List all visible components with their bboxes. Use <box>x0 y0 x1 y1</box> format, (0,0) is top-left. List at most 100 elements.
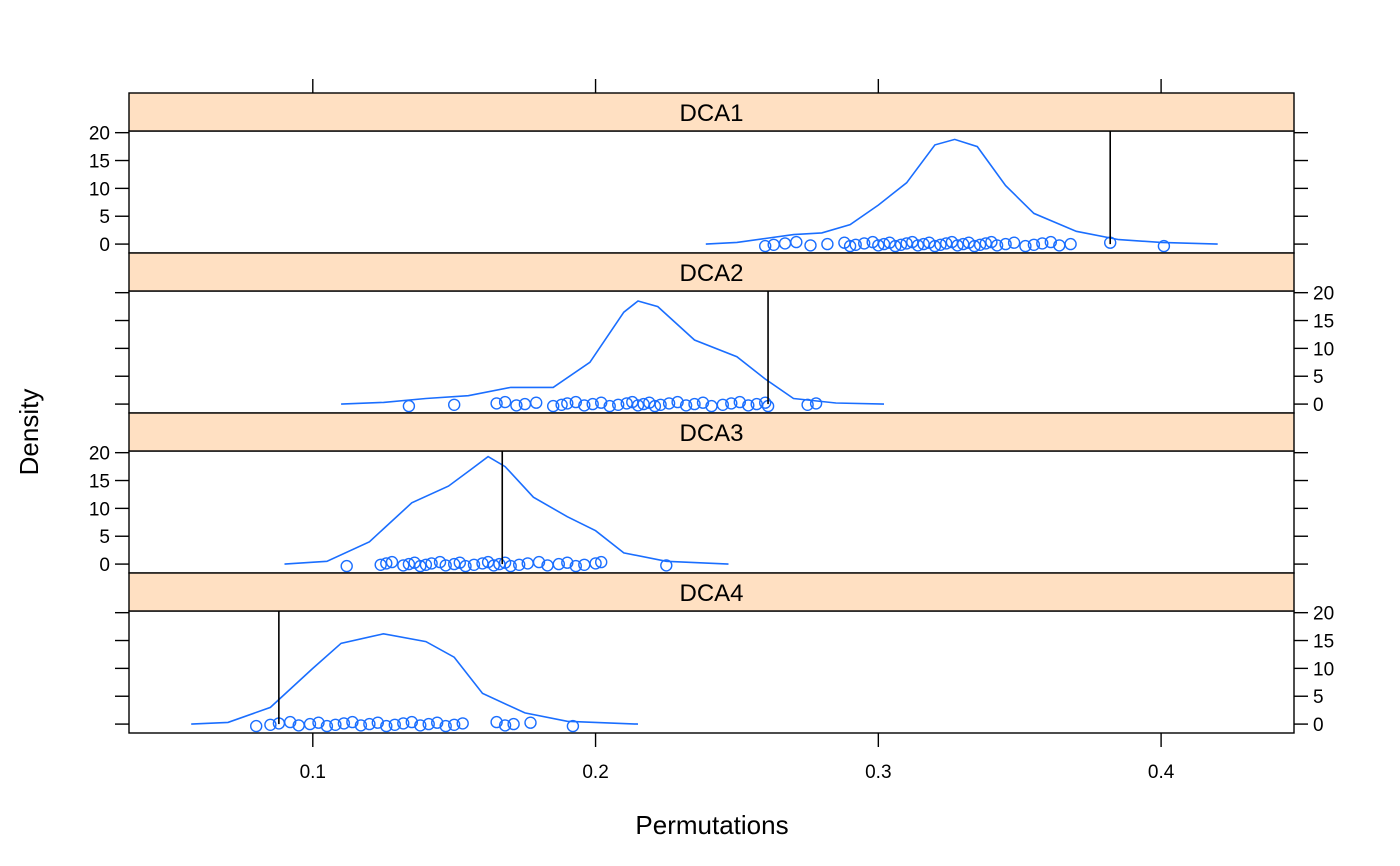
data-point <box>911 239 925 252</box>
data-point <box>716 398 729 411</box>
data-point <box>456 717 469 730</box>
data-point <box>490 397 503 410</box>
data-point <box>872 239 885 252</box>
y-tick-label: 15 <box>1313 632 1334 653</box>
data-point <box>968 239 981 253</box>
y-tick-label: 10 <box>89 499 110 520</box>
data-point <box>385 555 399 569</box>
density-curve <box>191 632 639 725</box>
data-point <box>250 719 263 733</box>
data-point <box>532 555 546 569</box>
data-point <box>759 239 772 253</box>
density-curve <box>705 138 1218 245</box>
data-point <box>439 719 452 733</box>
data-point <box>374 558 387 571</box>
data-point <box>561 397 574 410</box>
y-tick-label: 0 <box>1313 715 1324 736</box>
data-point <box>1157 239 1171 253</box>
panel-dca3: DCA3 0 5 10 15 20 <box>89 412 1308 576</box>
data-point <box>1064 237 1077 251</box>
data-point <box>320 719 334 733</box>
panel-dca4: DCA4 0 5 10 15 20 <box>115 572 1334 736</box>
data-point <box>999 237 1012 251</box>
data-point <box>951 239 964 252</box>
data-point <box>660 559 673 572</box>
x-axis-title: Permutations <box>635 810 788 840</box>
data-point <box>1027 238 1041 252</box>
y-tick-label: 10 <box>89 179 110 200</box>
data-point <box>589 557 602 570</box>
data-point <box>431 716 444 729</box>
y-tick-label: 5 <box>99 207 110 228</box>
strip-background <box>128 412 1295 452</box>
data-point <box>843 239 857 253</box>
data-point <box>889 239 902 253</box>
data-point <box>498 395 512 409</box>
data-point <box>790 235 803 249</box>
data-point <box>513 558 526 571</box>
strip-background <box>128 92 1295 132</box>
data-point <box>990 239 1004 252</box>
data-point <box>928 239 942 253</box>
y-tick-label: 10 <box>1313 339 1334 360</box>
data-point <box>414 559 427 573</box>
data-point <box>264 718 277 731</box>
data-point <box>809 397 823 410</box>
y-tick-label: 15 <box>1313 312 1334 333</box>
data-point <box>303 717 317 731</box>
data-point <box>561 556 574 569</box>
x-tick-label: 0.3 <box>865 762 891 783</box>
data-point <box>510 399 523 412</box>
data-point <box>555 398 568 411</box>
data-point <box>973 238 987 252</box>
data-point <box>1036 237 1049 250</box>
strip-label: DCA3 <box>679 420 743 447</box>
x-axis-bottom: 0.1 0.2 0.3 0.4 <box>300 733 1175 783</box>
data-point <box>679 399 693 412</box>
data-point <box>648 399 662 413</box>
data-point <box>490 715 503 729</box>
data-point <box>759 396 772 409</box>
data-point <box>459 559 472 573</box>
data-point <box>425 557 438 570</box>
data-point <box>371 716 384 729</box>
data-point <box>487 559 500 572</box>
data-point <box>422 717 435 731</box>
data-point <box>337 717 351 730</box>
data-point <box>750 397 763 411</box>
data-point <box>340 559 353 573</box>
data-point <box>504 559 517 573</box>
y-tick-label: 5 <box>1313 687 1324 708</box>
data-point <box>524 716 537 729</box>
data-point <box>603 399 616 413</box>
strip-background <box>128 252 1295 292</box>
data-point <box>402 399 416 413</box>
panel-frame <box>128 610 1295 734</box>
y-tick-label: 20 <box>89 444 110 465</box>
data-point <box>552 557 565 571</box>
y-tick-label: 5 <box>1313 367 1324 388</box>
data-point <box>804 239 817 252</box>
data-point <box>547 399 560 413</box>
strip-label: DCA2 <box>679 260 743 287</box>
data-point <box>688 397 701 411</box>
data-point <box>801 398 814 411</box>
y-tick-label: 20 <box>1313 604 1334 625</box>
data-point <box>742 399 755 412</box>
data-point <box>397 559 410 572</box>
panels-group: DCA105101520DCA205101520DCA305101520DCA4… <box>89 92 1334 736</box>
data-point <box>849 238 862 252</box>
data-point <box>405 715 418 729</box>
data-point <box>498 719 512 732</box>
data-point <box>439 559 452 572</box>
data-point <box>380 557 393 570</box>
y-tick-label: 5 <box>99 527 110 548</box>
data-point <box>1044 235 1058 249</box>
data-point <box>354 719 368 732</box>
data-point <box>586 397 599 411</box>
data-point <box>934 238 947 252</box>
data-point <box>467 558 481 571</box>
data-point <box>388 718 401 731</box>
strip-label: DCA1 <box>679 100 743 127</box>
